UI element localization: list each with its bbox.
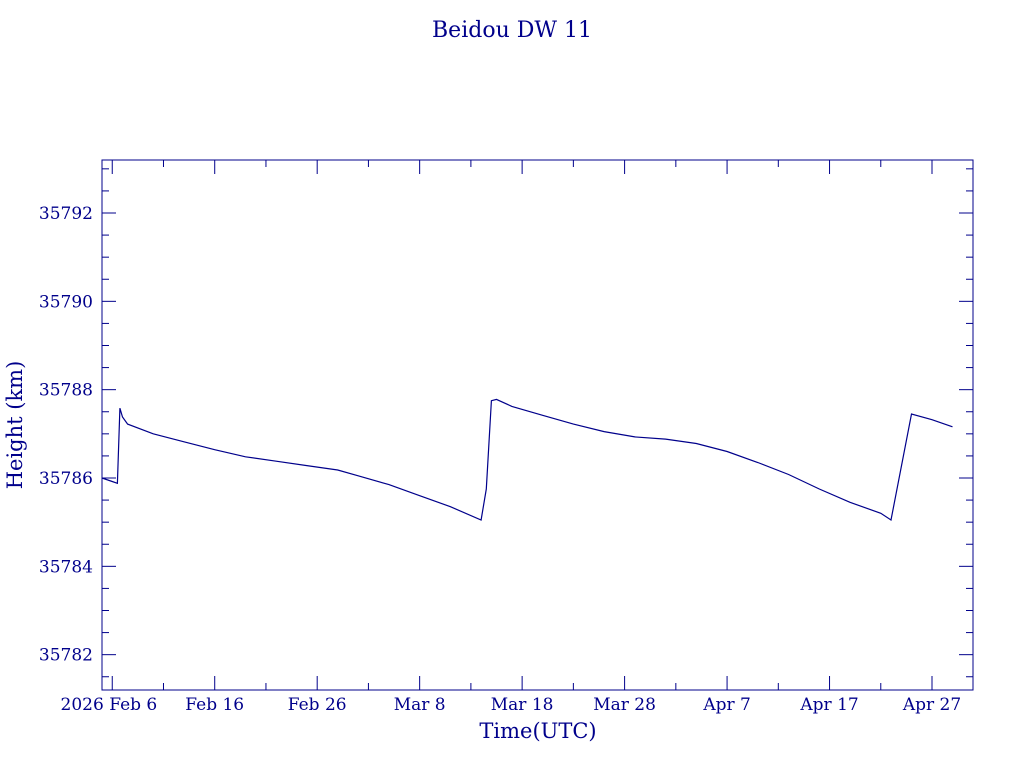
x-tick-label: Apr 17 <box>799 695 858 715</box>
y-tick-label: 35786 <box>39 469 93 489</box>
height-series-line <box>101 398 953 521</box>
x-tick-label: 2026 Feb 6 <box>61 695 158 715</box>
x-axis-label: Time(UTC) <box>479 719 596 743</box>
y-tick-label: 35782 <box>39 646 93 666</box>
y-tick-label: 35790 <box>39 292 93 312</box>
x-tick-label: Mar 8 <box>394 695 446 715</box>
x-tick-label: Mar 18 <box>491 695 554 715</box>
x-tick-label: Feb 16 <box>185 695 244 715</box>
y-tick-label: 35784 <box>39 557 93 577</box>
x-tick-label: Apr 27 <box>902 695 961 715</box>
plot-frame <box>101 159 974 691</box>
y-tick-label: 35788 <box>39 381 93 401</box>
x-tick-label: Apr 7 <box>702 695 751 715</box>
y-tick-label: 35792 <box>39 204 93 224</box>
y-axis: 35782 35784 35786 35788 35790 35792 <box>39 168 973 678</box>
y-axis-label: Height (km) <box>3 361 27 490</box>
x-axis: 2026 Feb 6 Feb 16 Feb 26 Mar 8 Mar 18 Mar 28 A… <box>61 160 961 715</box>
x-tick-label: Feb 26 <box>288 695 347 715</box>
x-tick-label: Mar 28 <box>593 695 656 715</box>
chart-title: Beidou DW 11 <box>432 18 592 43</box>
